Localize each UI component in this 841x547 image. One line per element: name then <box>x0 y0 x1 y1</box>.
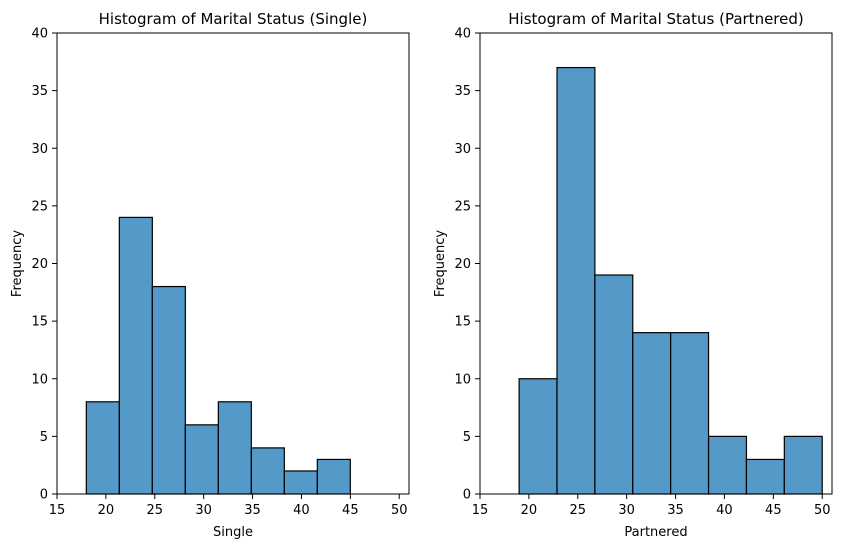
y-axis-label: Frequency <box>433 230 448 297</box>
x-tick-label: 15 <box>49 503 66 518</box>
y-axis-label: Frequency <box>10 230 25 297</box>
x-axis-label: Partnered <box>624 525 687 540</box>
histogram-bar <box>151 285 186 495</box>
x-tick-label: 25 <box>147 503 164 518</box>
y-tick-label: 20 <box>454 257 471 272</box>
histogram-single-panel: Histogram of Marital Status (Single) Sin… <box>10 10 410 540</box>
y-tick-label: 10 <box>31 372 48 387</box>
x-tick-label: 30 <box>195 503 212 518</box>
y-tick-label: 0 <box>40 488 48 503</box>
x-tick-label: 25 <box>570 503 587 518</box>
chart-title: Histogram of Marital Status (Partnered) <box>508 10 804 28</box>
histogram-bar <box>250 447 285 495</box>
histogram-bar <box>316 458 351 495</box>
x-tick-label: 20 <box>98 503 115 518</box>
x-tick-label: 50 <box>814 503 831 518</box>
y-tick-label: 20 <box>31 257 48 272</box>
y-tick-label: 0 <box>463 488 471 503</box>
histogram-bar <box>707 435 748 495</box>
y-tick-label: 5 <box>463 430 471 445</box>
histogram-bar <box>594 274 634 495</box>
y-tick-label: 30 <box>31 142 48 157</box>
y-tick-label: 35 <box>454 84 471 99</box>
y-tick-label: 10 <box>454 372 471 387</box>
x-tick-label: 15 <box>472 503 489 518</box>
histogram-bar <box>85 401 120 495</box>
histogram-bar <box>283 470 318 495</box>
x-tick-label: 35 <box>667 503 684 518</box>
y-tick-label: 30 <box>454 142 471 157</box>
x-tick-label: 30 <box>618 503 635 518</box>
histogram-bar <box>783 435 823 495</box>
y-tick-label: 40 <box>454 27 471 42</box>
x-tick-label: 20 <box>521 503 538 518</box>
histogram-bar <box>556 66 596 495</box>
y-tick-label: 25 <box>31 199 48 214</box>
x-tick-label: 40 <box>716 503 733 518</box>
y-tick-label: 40 <box>31 27 48 42</box>
x-tick-label: 40 <box>293 503 310 518</box>
histogram-bar <box>518 378 558 495</box>
x-tick-label: 45 <box>342 503 359 518</box>
y-tick-label: 15 <box>31 315 48 330</box>
histogram-bar <box>670 332 710 495</box>
chart-title: Histogram of Marital Status (Single) <box>99 10 368 28</box>
histogram-bar <box>632 332 672 495</box>
y-tick-label: 25 <box>454 199 471 214</box>
y-tick-label: 35 <box>31 84 48 99</box>
x-axis-label: Single <box>213 525 253 540</box>
histogram-bar <box>217 401 252 495</box>
histogram-bar <box>745 458 785 495</box>
x-tick-label: 35 <box>244 503 261 518</box>
histogram-partnered-panel: Histogram of Marital Status (Partnered) … <box>433 10 833 540</box>
histogram-bar <box>118 216 153 495</box>
histogram-bar <box>184 424 219 495</box>
x-tick-label: 45 <box>765 503 782 518</box>
y-tick-label: 5 <box>40 430 48 445</box>
x-tick-label: 50 <box>391 503 408 518</box>
y-tick-label: 15 <box>454 315 471 330</box>
